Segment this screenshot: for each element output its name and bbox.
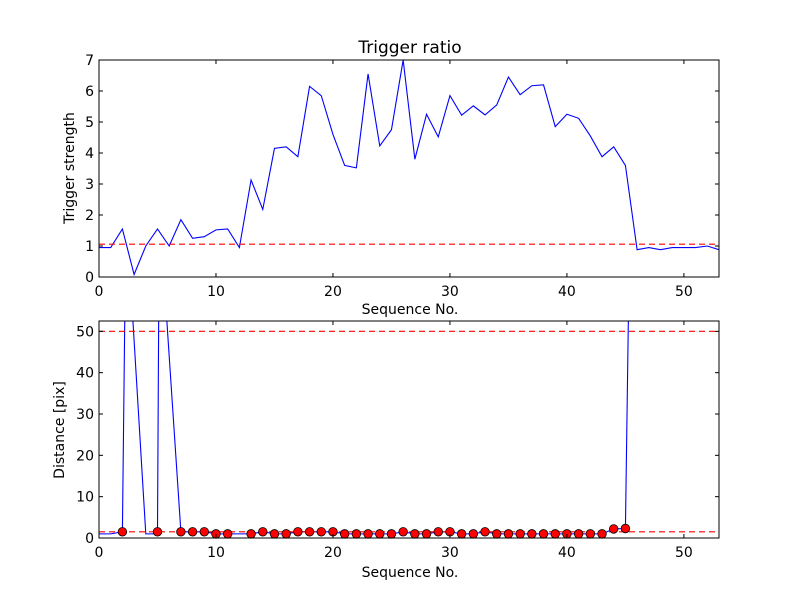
data-point <box>363 529 373 539</box>
data-point <box>609 524 619 534</box>
data-point <box>421 529 432 539</box>
series-line-0 <box>99 60 719 277</box>
y-tick-label: 6 <box>85 84 94 100</box>
y-tick-label: 3 <box>85 177 94 193</box>
x-tick-label: 20 <box>324 545 342 561</box>
data-point <box>620 523 631 534</box>
y-tick-label: 1 <box>85 239 94 255</box>
chart-title: Trigger ratio <box>357 38 461 58</box>
data-point <box>351 529 362 539</box>
data-point <box>222 529 233 539</box>
data-point <box>258 527 268 537</box>
data-point <box>187 527 198 537</box>
y-tick-label: 5 <box>85 115 94 131</box>
data-point <box>269 529 280 539</box>
data-point <box>492 529 502 539</box>
x-tick-label: 30 <box>441 545 459 561</box>
y-tick-label: 40 <box>76 366 94 382</box>
axes-frame <box>98 320 720 539</box>
data-point <box>386 529 397 539</box>
data-point <box>152 527 163 537</box>
x-axis-label: Sequence No. <box>362 302 459 318</box>
data-point <box>339 529 350 539</box>
x-tick-label: 30 <box>441 284 459 300</box>
chart-distance: Sequence No. Distance [pix] 0 10 20 30 40 500… <box>52 320 720 581</box>
data-point <box>480 527 490 537</box>
axes-frame <box>98 59 720 278</box>
x-tick-label: 10 <box>207 545 225 561</box>
data-point <box>117 527 128 537</box>
y-tick-label: 4 <box>85 146 94 162</box>
x-tick-label: 40 <box>558 545 576 561</box>
y-tick-label: 0 <box>85 531 94 547</box>
y-tick-label: 30 <box>76 407 94 423</box>
data-point <box>375 529 385 539</box>
data-point <box>433 527 443 537</box>
data-point <box>527 529 537 539</box>
data-point <box>550 529 560 539</box>
x-axis-label: Sequence No. <box>362 565 459 581</box>
chart-trigger-ratio: Trigger ratio Sequence No. Trigger stren… <box>62 38 720 318</box>
y-tick-label: 50 <box>76 324 94 340</box>
y-tick-label: 2 <box>85 208 94 224</box>
y-tick-label: 7 <box>85 53 94 69</box>
y-tick-label: 10 <box>76 490 94 506</box>
x-tick-label: 0 <box>95 545 104 561</box>
data-point <box>293 527 303 537</box>
data-point <box>503 529 514 539</box>
x-tick-label: 0 <box>95 284 104 300</box>
y-axis-label: Distance [pix] <box>52 381 68 479</box>
data-point <box>316 527 326 537</box>
data-point <box>515 529 525 539</box>
plot-area: 0 10 20 30 40 50 0 10 20 30 40 50 <box>76 320 720 561</box>
x-tick-label: 10 <box>207 284 225 300</box>
data-point <box>246 529 256 539</box>
y-axis-label: Trigger strength <box>62 112 78 225</box>
x-tick-label: 50 <box>675 284 693 300</box>
y-tick-label: 20 <box>76 448 94 464</box>
data-point <box>304 527 315 537</box>
plot-area: 0 10 20 30 40 50 0 1 2 3 4 5 6 7 <box>85 53 720 300</box>
data-point <box>176 527 186 537</box>
data-point <box>281 529 291 539</box>
x-tick-label: 50 <box>675 545 693 561</box>
data-point <box>573 529 584 539</box>
data-point <box>410 529 420 539</box>
x-tick-label: 20 <box>324 284 342 300</box>
data-point <box>585 529 596 539</box>
data-point <box>468 529 479 539</box>
data-point <box>398 527 408 537</box>
data-point <box>199 527 209 537</box>
data-point <box>538 529 549 539</box>
data-point <box>456 529 467 539</box>
data-point <box>597 529 607 539</box>
x-tick-label: 40 <box>558 284 576 300</box>
y-tick-label: 0 <box>85 270 94 286</box>
